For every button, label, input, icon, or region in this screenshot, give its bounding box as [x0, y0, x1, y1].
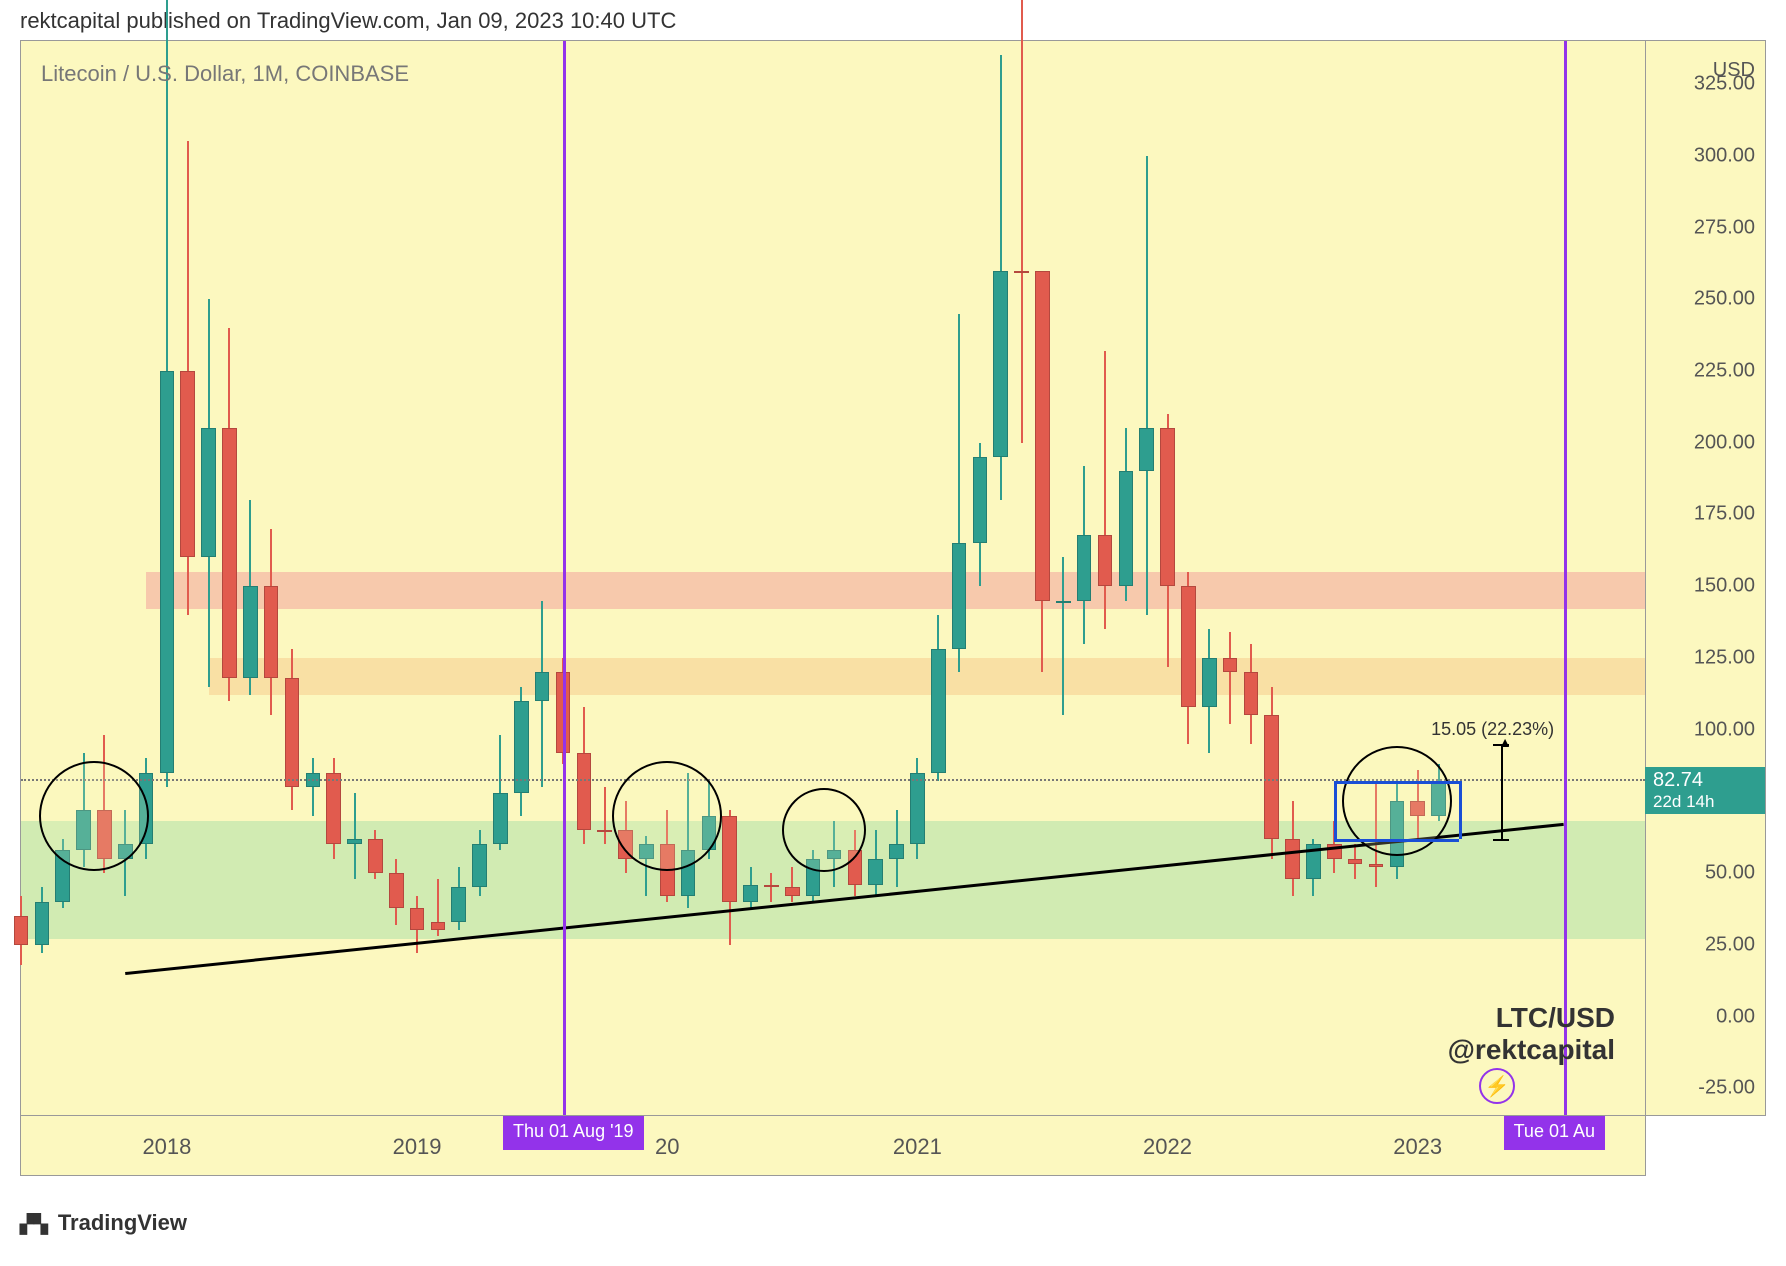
publish-header: rektcapital published on TradingView.com… — [0, 0, 1786, 42]
y-tick-label: 275.00 — [1694, 216, 1755, 239]
vertical-event-line — [1564, 41, 1567, 1115]
x-axis[interactable]: 2018 2019 20 2021 2022 2023 Thu 01 Aug '19 Tue … — [20, 1116, 1646, 1176]
y-tick-label: 325.00 — [1694, 73, 1755, 96]
y-tick-label: 150.00 — [1694, 575, 1755, 598]
y-tick-label: 225.00 — [1694, 359, 1755, 382]
current-price-badge: 82.7422d 14h — [1645, 767, 1765, 814]
x-date-badge: Thu 01 Aug '19 — [503, 1116, 644, 1150]
x-tick-label: 2018 — [142, 1134, 191, 1160]
x-tick-label: 2022 — [1143, 1134, 1192, 1160]
y-tick-label: 100.00 — [1694, 718, 1755, 741]
y-tick-label: -25.00 — [1698, 1077, 1755, 1100]
measure-label: 15.05 (22.23%) — [1431, 719, 1554, 740]
y-tick-label: 200.00 — [1694, 431, 1755, 454]
y-tick-label: 175.00 — [1694, 503, 1755, 526]
x-date-badge: Tue 01 Au — [1504, 1116, 1605, 1150]
lightning-icon[interactable]: ⚡ — [1479, 1068, 1515, 1104]
highlight-circle — [612, 761, 722, 871]
symbol-label: Litecoin / U.S. Dollar, 1M, COINBASE — [41, 61, 409, 87]
highlight-circle — [782, 788, 866, 872]
tv-icon: ▞▚ — [20, 1214, 48, 1234]
y-tick-label: 125.00 — [1694, 646, 1755, 669]
vertical-event-line — [563, 41, 566, 1115]
tradingview-logo: ▞▚ TradingView — [20, 1210, 187, 1236]
y-tick-label: 0.00 — [1716, 1005, 1755, 1028]
x-tick-label: 2021 — [893, 1134, 942, 1160]
x-tick-label: 2019 — [393, 1134, 442, 1160]
x-tick-label: 2023 — [1393, 1134, 1442, 1160]
y-axis[interactable]: USD -25.000.0025.0050.0075.00100.00125.0… — [1646, 40, 1766, 1116]
highlight-circle — [39, 761, 149, 871]
watermark: LTC/USD@rektcapital — [1448, 1002, 1615, 1066]
y-tick-label: 50.00 — [1705, 862, 1755, 885]
y-tick-label: 250.00 — [1694, 288, 1755, 311]
y-tick-label: 300.00 — [1694, 144, 1755, 167]
y-tick-label: 25.00 — [1705, 933, 1755, 956]
x-tick-label: 20 — [655, 1134, 679, 1160]
chart-container: rektcapital published on TradingView.com… — [0, 0, 1786, 1266]
chart-area[interactable]: Litecoin / U.S. Dollar, 1M, COINBASE 15.… — [20, 40, 1646, 1116]
trendline — [21, 41, 1647, 1117]
chart-wrap: Litecoin / U.S. Dollar, 1M, COINBASE 15.… — [20, 40, 1766, 1176]
